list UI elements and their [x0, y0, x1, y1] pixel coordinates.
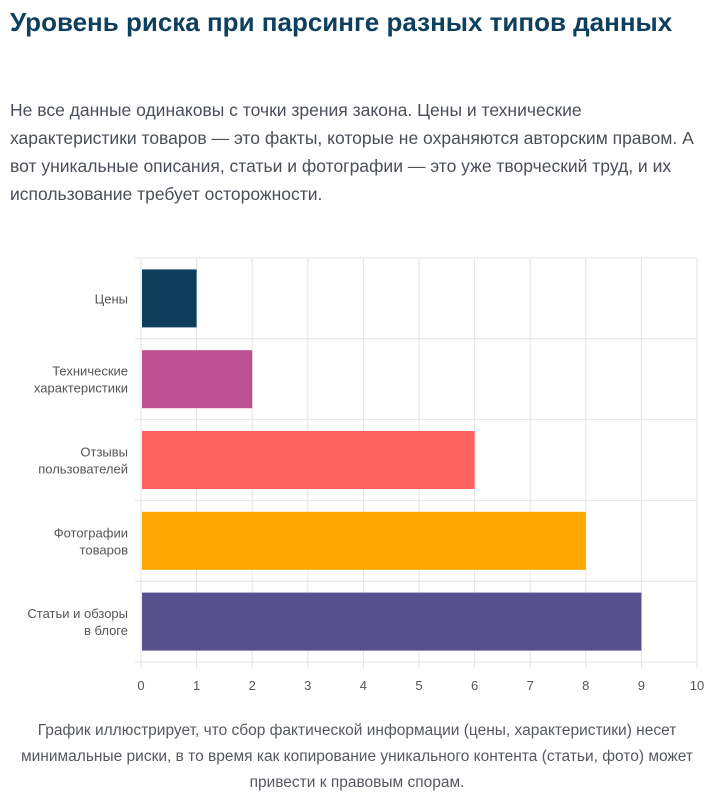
bar [142, 511, 586, 570]
category-label: Технические характеристики [34, 364, 128, 396]
category-label: Фотографии товаров [54, 525, 128, 557]
bar [142, 350, 253, 409]
bar [142, 269, 197, 328]
bar [142, 592, 642, 651]
x-tick-label: 9 [638, 678, 645, 693]
x-tick-label: 5 [415, 678, 422, 693]
chart-caption: График иллюстрирует, что сбор фактическо… [20, 722, 693, 791]
x-tick-label: 7 [527, 678, 534, 693]
x-tick-label: 3 [304, 678, 311, 693]
x-tick-label: 1 [193, 678, 200, 693]
x-tick-label: 6 [471, 678, 478, 693]
x-tick-label: 0 [137, 678, 144, 693]
page-title: Уровень риска при парсинге разных типов … [10, 7, 673, 37]
x-tick-label: 8 [582, 678, 589, 693]
bar [142, 431, 475, 489]
risk-bar-chart: Цены Технические характеристики Отзывы польз… [27, 257, 704, 693]
category-labels: Цены Технические характеристики Отзывы польз… [27, 291, 128, 638]
category-label: Статьи и обзоры в блоге [27, 606, 128, 638]
x-tick-label: 2 [249, 678, 256, 693]
intro-text: Не все данные одинаковы с точки зрения з… [10, 100, 694, 204]
x-axis-tick-labels: 0 1 2 3 4 5 6 7 8 9 10 [137, 678, 704, 693]
category-label: Отзывы пользователей [38, 445, 128, 477]
category-label: Цены [95, 291, 128, 306]
x-tick-label: 4 [360, 678, 367, 693]
x-tick-label: 10 [690, 678, 704, 693]
chart-bars [142, 269, 642, 651]
